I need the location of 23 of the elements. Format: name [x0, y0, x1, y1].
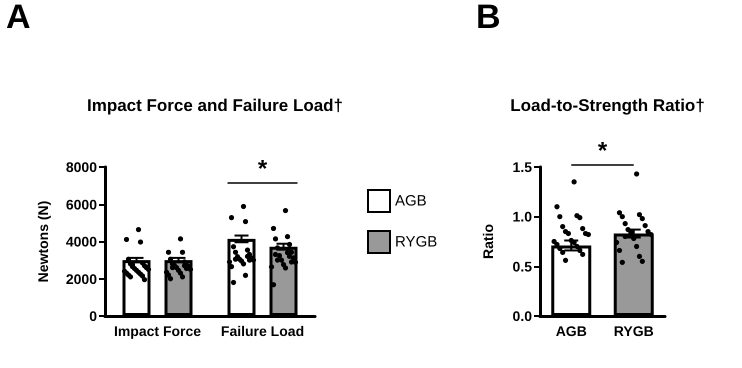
y-tick-label: 0.5 [512, 258, 532, 274]
x-tick-label: Impact Force [114, 323, 202, 339]
x-tick-label: AGB [556, 323, 587, 339]
chart-title: Load-to-Strength Ratio† [510, 96, 705, 115]
y-tick-label: 0.0 [512, 308, 532, 324]
x-tick-label: RYGB [614, 323, 654, 339]
text: B [476, 0, 501, 36]
x-tick-label: Failure Load [220, 323, 304, 339]
y-tick-label: 1.0 [512, 208, 532, 225]
text: A [6, 0, 31, 36]
y-axis-title: Ratio [480, 224, 496, 259]
legend-label: RYGB [395, 234, 438, 250]
y-tick-label: 1.5 [512, 159, 532, 175]
y-tick-label: 2000 [66, 270, 98, 287]
annotation: * [258, 156, 268, 182]
y-axis-title: Newtons (N) [35, 200, 51, 282]
y-tick-label: 0 [89, 308, 98, 324]
y-tick-label: 8000 [66, 159, 98, 175]
y-tick-label: 6000 [66, 196, 98, 212]
text: * [598, 138, 608, 164]
legend-label: AGB [395, 192, 427, 210]
chart-title: Impact Force and Failure Load† [86, 96, 344, 115]
y-tick-label: 4000 [66, 234, 98, 250]
